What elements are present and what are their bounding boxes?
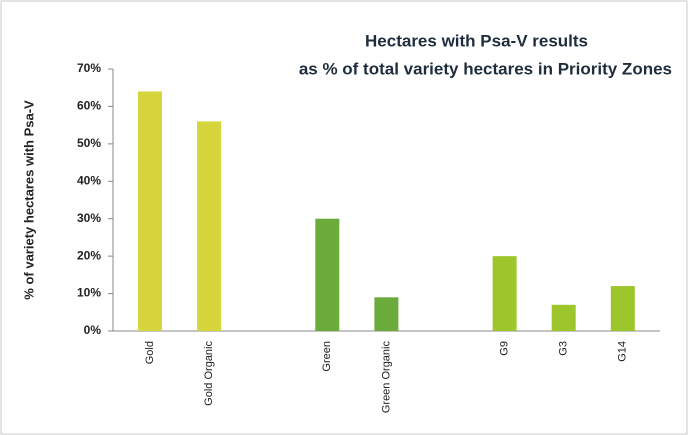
bar	[138, 91, 162, 331]
y-tick-label: 50%	[77, 136, 101, 150]
x-tick-label: Green Organic	[380, 341, 392, 414]
chart-title: as % of total variety hectares in Priori…	[299, 59, 672, 78]
x-tick-label: G9	[499, 341, 511, 356]
x-tick-label: Green	[321, 341, 333, 372]
bar	[610, 286, 635, 331]
x-tick-label: Gold	[144, 341, 156, 364]
x-tick-label: G14	[617, 341, 629, 362]
y-tick-label: 20%	[77, 248, 101, 262]
y-tick-label: 0%	[84, 323, 102, 337]
y-tick-label: 30%	[77, 211, 101, 225]
y-tick-label: 40%	[77, 173, 101, 187]
bar	[197, 121, 222, 332]
y-tick-label: 60%	[77, 99, 101, 113]
bar	[374, 297, 399, 331]
y-axis-label: % of variety hectares with Psa-V	[21, 100, 36, 300]
x-tick-label: G3	[558, 341, 570, 356]
y-tick-label: 10%	[77, 286, 101, 300]
bar	[315, 218, 340, 331]
bar	[492, 256, 517, 331]
x-tick-label: Gold Organic	[203, 341, 215, 406]
chart-title: Hectares with Psa-V results	[365, 31, 588, 50]
y-tick-label: 70%	[77, 61, 101, 75]
bar	[551, 304, 576, 331]
